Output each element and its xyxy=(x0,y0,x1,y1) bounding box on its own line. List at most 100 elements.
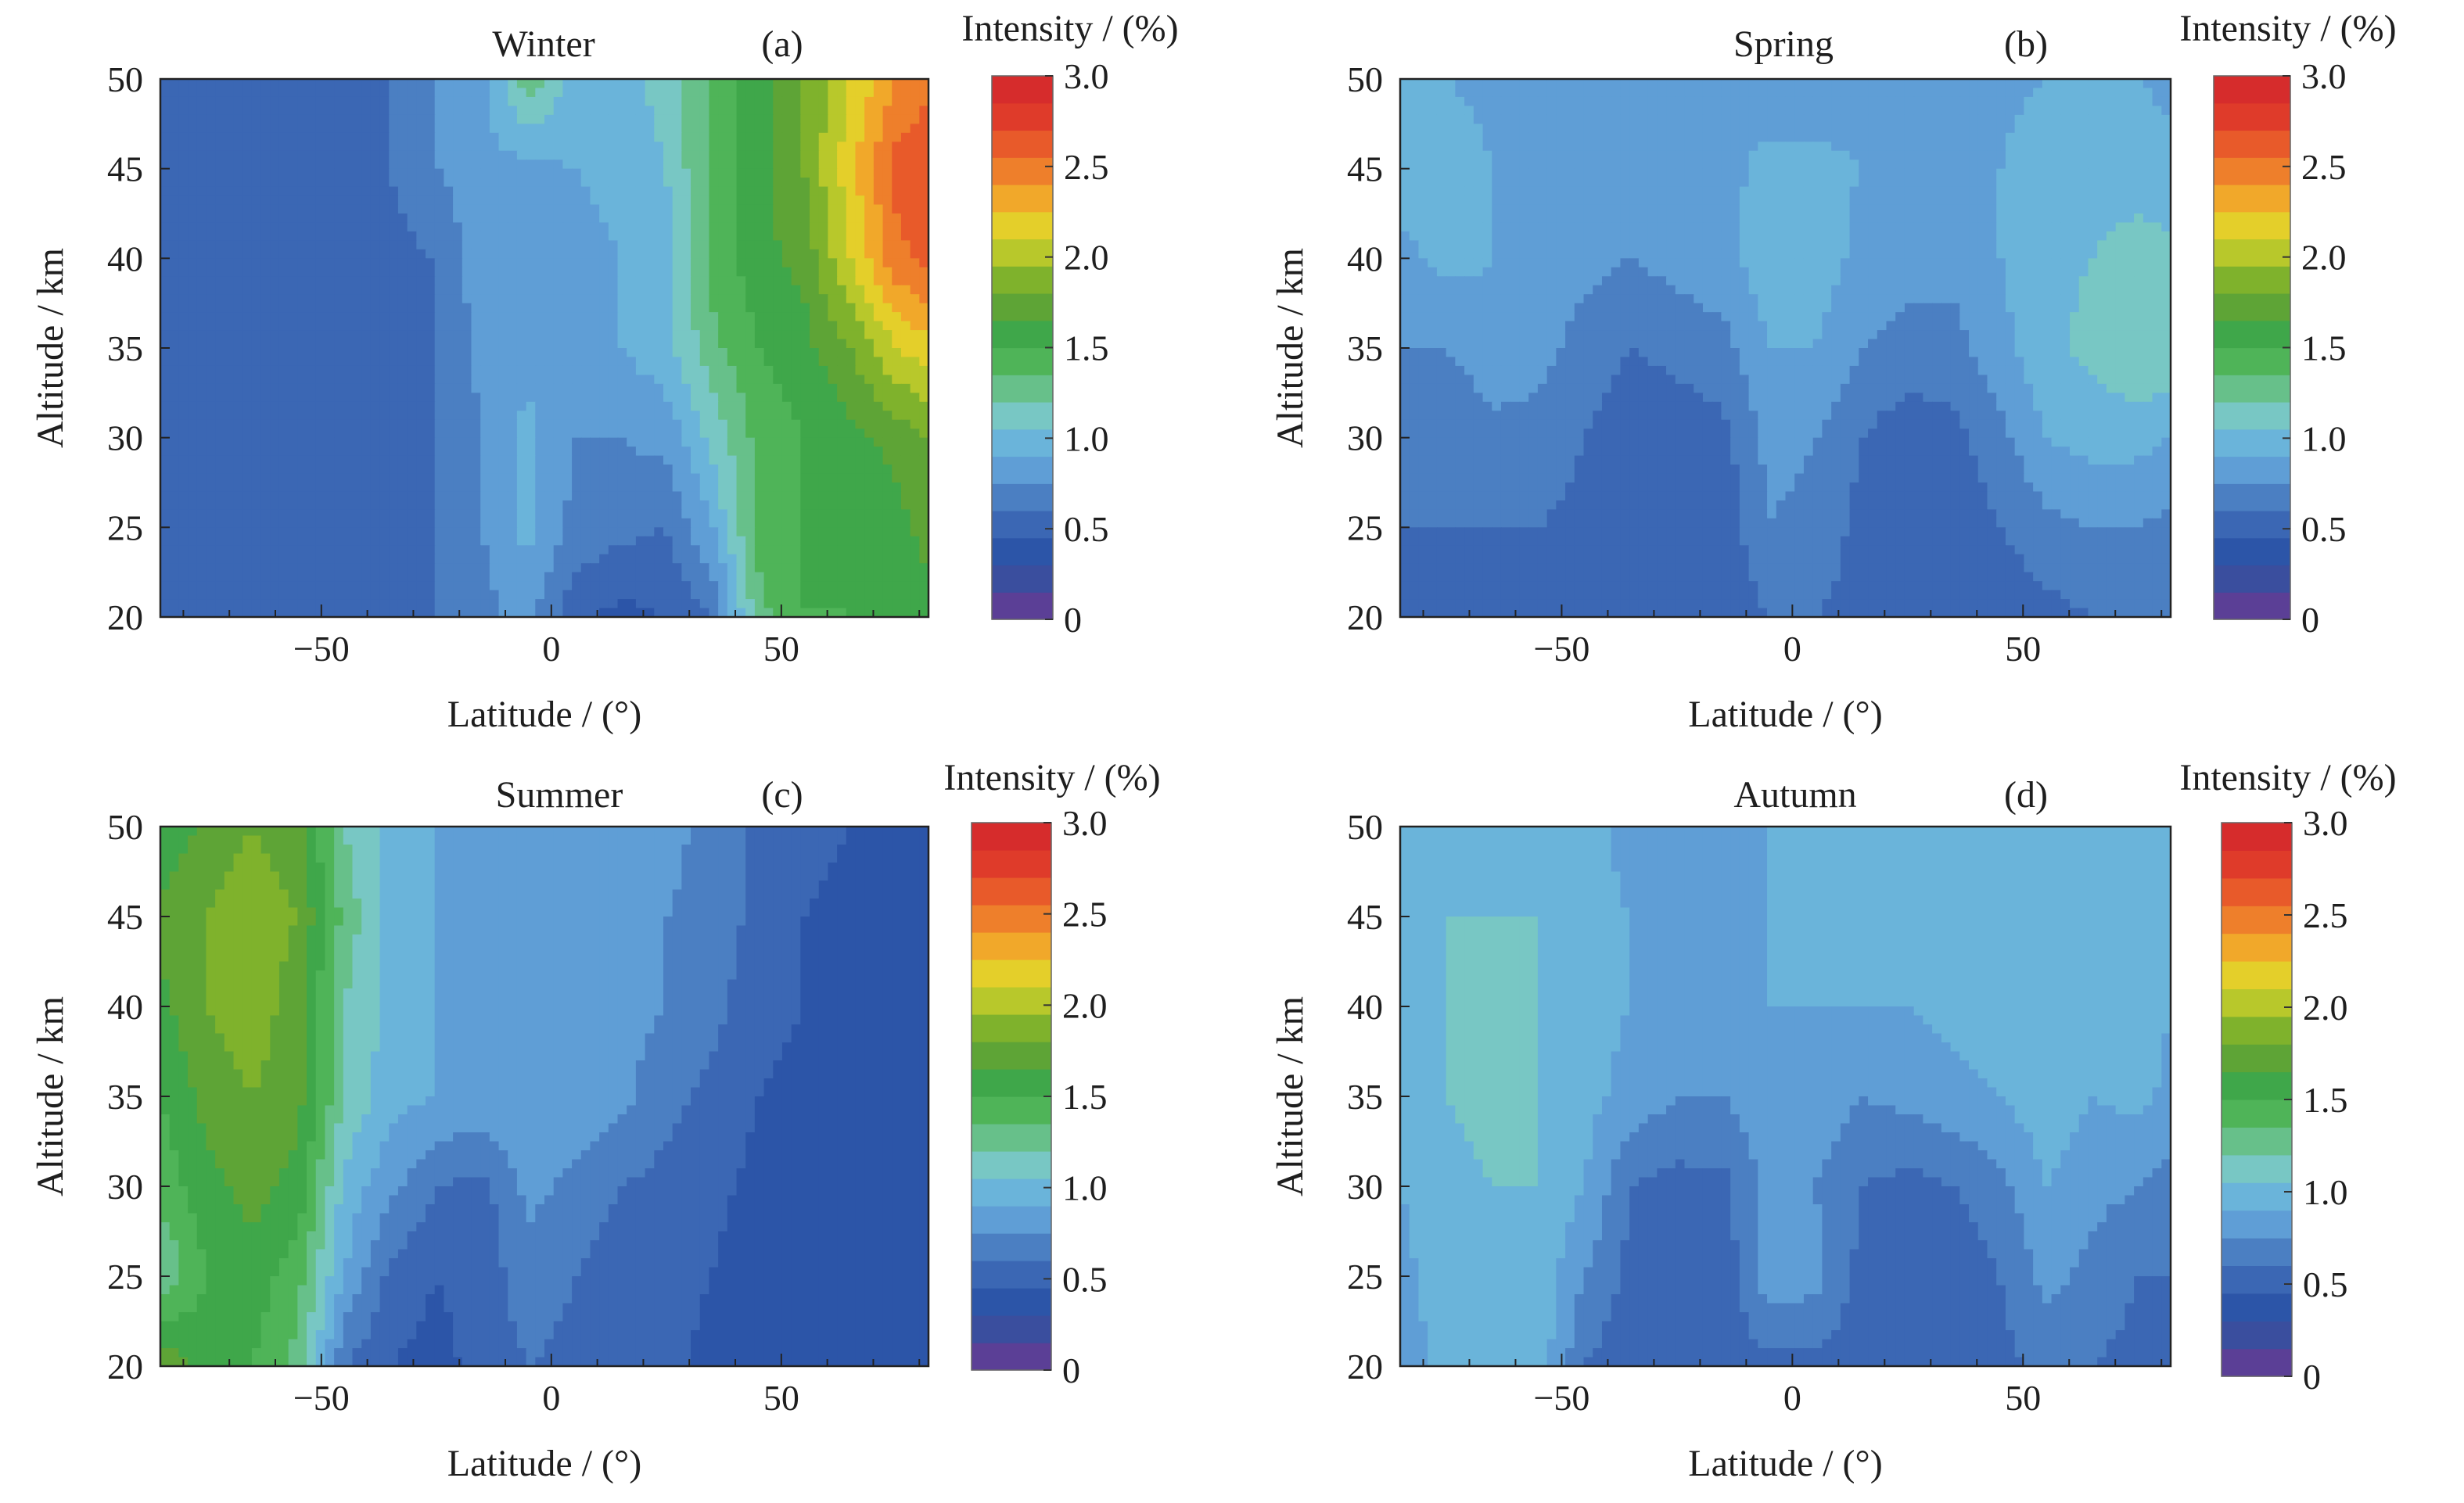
heatmap-cell xyxy=(837,545,847,555)
heatmap-cell xyxy=(416,231,426,242)
heatmap-cell xyxy=(480,545,490,555)
heatmap-cell xyxy=(580,222,591,232)
heatmap-cell xyxy=(215,500,225,511)
heatmap-cell xyxy=(307,500,317,511)
heatmap-cell xyxy=(343,393,354,403)
heatmap-cell xyxy=(178,186,189,196)
heatmap-cell xyxy=(178,321,189,331)
heatmap-cell xyxy=(617,321,628,331)
heatmap-cell xyxy=(910,357,921,367)
heatmap-cell xyxy=(307,258,317,268)
heatmap-cell xyxy=(160,437,171,447)
heatmap-cell xyxy=(160,357,171,367)
heatmap-cell xyxy=(508,455,518,465)
heatmap-cell xyxy=(498,195,509,206)
heatmap-cell xyxy=(315,581,326,591)
heatmap-cell xyxy=(681,222,691,232)
heatmap-cell xyxy=(297,554,307,564)
heatmap-cell xyxy=(397,142,408,152)
heatmap-cell xyxy=(370,554,381,564)
heatmap-cell xyxy=(508,132,518,143)
heatmap-cell xyxy=(709,339,719,349)
heatmap-cell xyxy=(617,393,628,403)
heatmap-cell xyxy=(910,160,921,170)
heatmap-cell xyxy=(672,581,683,591)
heatmap-cell xyxy=(800,509,810,519)
heatmap-cell xyxy=(882,186,893,196)
heatmap-cell xyxy=(672,267,683,278)
heatmap-cell xyxy=(389,294,399,304)
heatmap-cell xyxy=(599,160,609,170)
heatmap-cell xyxy=(919,465,929,475)
heatmap-cell xyxy=(453,106,463,116)
heatmap-cell xyxy=(882,563,893,573)
heatmap-cell xyxy=(508,178,518,188)
heatmap-cell xyxy=(233,213,244,224)
heatmap-cell xyxy=(681,491,691,501)
heatmap-cell xyxy=(233,222,244,232)
heatmap-cell xyxy=(800,554,810,564)
heatmap-cell xyxy=(389,375,399,385)
heatmap-cell xyxy=(361,124,372,134)
heatmap-cell xyxy=(233,178,244,188)
heatmap-cell xyxy=(855,160,865,170)
heatmap-cell xyxy=(307,482,317,493)
heatmap-cell xyxy=(352,599,362,609)
heatmap-cell xyxy=(361,482,372,493)
heatmap-cell xyxy=(498,375,509,385)
heatmap-cell xyxy=(562,186,573,196)
heatmap-cell xyxy=(397,491,408,501)
heatmap-cell xyxy=(800,231,810,242)
heatmap-cell xyxy=(270,321,280,331)
heatmap-cell xyxy=(444,178,454,188)
heatmap-cell xyxy=(370,383,381,394)
heatmap-cell xyxy=(873,132,884,143)
heatmap-cell xyxy=(672,321,683,331)
heatmap-cell xyxy=(718,222,728,232)
heatmap-cell xyxy=(727,106,738,116)
heatmap-cell xyxy=(672,393,683,403)
heatmap-cell xyxy=(745,249,756,260)
heatmap-cell xyxy=(919,150,929,160)
heatmap-cell xyxy=(307,132,317,143)
heatmap-cell xyxy=(864,590,875,600)
heatmap-cell xyxy=(471,447,481,457)
heatmap-cell xyxy=(617,545,628,555)
heatmap-cell xyxy=(900,213,911,224)
heatmap-cell xyxy=(416,518,426,529)
heatmap-cell xyxy=(781,590,792,600)
heatmap-cell xyxy=(196,240,207,250)
heatmap-cell xyxy=(334,213,344,224)
heatmap-cell xyxy=(562,383,573,394)
heatmap-cell xyxy=(471,401,481,412)
heatmap-cell xyxy=(343,527,354,537)
heatmap-cell xyxy=(645,222,656,232)
heatmap-cell xyxy=(864,330,875,340)
heatmap-cell xyxy=(379,213,390,224)
heatmap-cell xyxy=(426,330,436,340)
heatmap-cell xyxy=(873,401,884,412)
heatmap-cell xyxy=(882,357,893,367)
heatmap-cell xyxy=(224,455,235,465)
heatmap-cell xyxy=(810,383,820,394)
heatmap-cell xyxy=(781,465,792,475)
heatmap-cell xyxy=(233,357,244,367)
heatmap-cell xyxy=(325,563,335,573)
heatmap-cell xyxy=(580,294,591,304)
heatmap-cell xyxy=(617,222,628,232)
heatmap-cell xyxy=(718,527,728,537)
heatmap-cell xyxy=(635,124,646,134)
heatmap-cell xyxy=(781,348,792,358)
heatmap-cell xyxy=(315,150,326,160)
heatmap-cell xyxy=(791,500,802,511)
heatmap-cell xyxy=(645,545,656,555)
heatmap-cell xyxy=(864,599,875,609)
heatmap-cell xyxy=(416,563,426,573)
heatmap-cell xyxy=(681,465,691,475)
heatmap-cell xyxy=(672,357,683,367)
heatmap-cell xyxy=(361,312,372,322)
heatmap-cell xyxy=(818,491,829,501)
heatmap-cell xyxy=(654,590,664,600)
heatmap-cell xyxy=(416,213,426,224)
heatmap-cell xyxy=(691,213,701,224)
